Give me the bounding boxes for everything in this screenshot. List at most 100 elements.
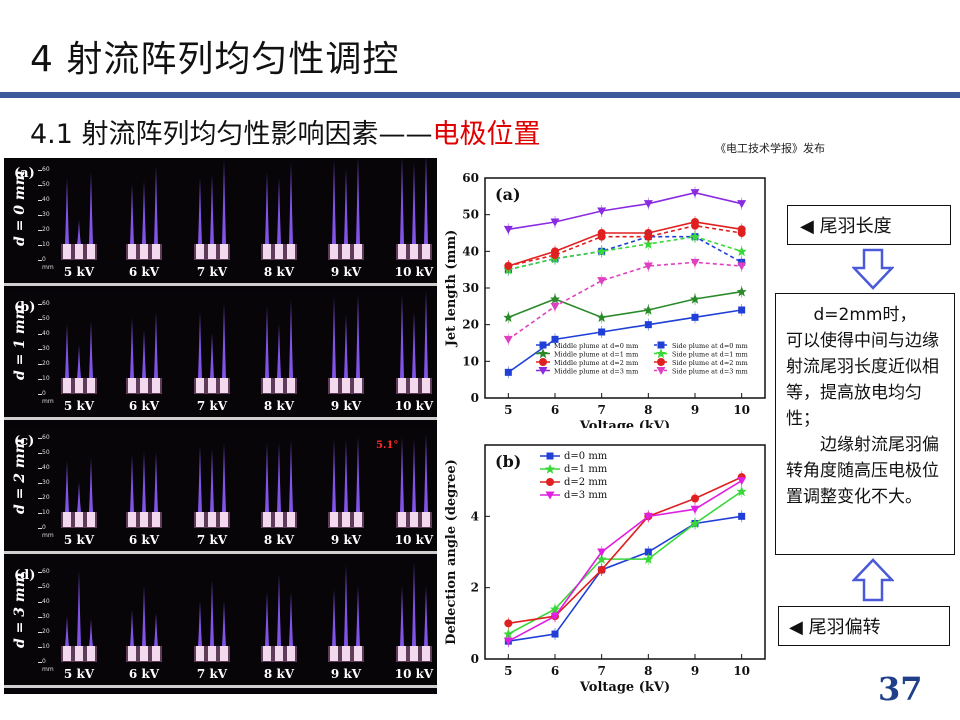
plasma-jet [289,592,293,646]
glass-tube [196,378,204,393]
data-point [643,262,653,271]
x-tick-label: 6 [551,403,559,417]
glass-tube [220,244,228,259]
page-number: 37 [878,670,923,708]
data-point [597,565,606,574]
ruler-tick-label: 0 [42,390,46,397]
glass-tube [354,378,362,393]
plasma-jet [65,461,69,512]
plasma-jet [400,437,404,512]
plasma-jet-group [126,312,162,394]
glass-tube [330,646,338,661]
source-note: 《电工技术学报》发布 [715,142,825,155]
glass-tube [410,244,418,259]
legend-marker [546,452,554,460]
plasma-jet [89,321,93,378]
plasma-jet [332,297,336,378]
legend-label: Middle plume at d=0 mm [554,342,638,350]
y-axis-label: Deflection angle (degree) [444,459,459,645]
ruler-tick-label: 0 [42,524,46,531]
photo-row-d-label: d = 3 mm [12,572,28,648]
plasma-jet [344,169,348,244]
glass-tube [196,646,204,661]
voltage-label: 5 kV [63,265,95,279]
plasma-jet [65,324,69,378]
data-point [503,225,513,234]
legend-marker [657,358,665,366]
plasma-jet [356,437,360,512]
ruler-unit: mm [42,666,54,673]
glass-tube [263,244,271,259]
voltage-label: 7 kV [196,399,228,413]
subtitle-main: 4.1 射流阵列均匀性影响因素—— [30,119,433,150]
data-point [691,313,699,321]
glass-tube [152,244,160,259]
plasma-jet [77,220,81,244]
plasma-jet-group [194,580,230,662]
x-tick-label: 7 [597,403,605,417]
plasma-jet [277,574,281,646]
plasma-jet-group [261,163,297,260]
plasma-jet [210,580,214,646]
glass-tube [275,378,283,393]
ruler-tick-label: 60 [42,568,50,575]
glass-tube [63,244,71,259]
glass-tube [398,646,406,661]
plasma-jet [265,592,269,646]
voltage-label: 9 kV [330,265,362,279]
down-arrow-icon [852,248,894,290]
data-point [550,302,560,311]
data-point [690,294,700,304]
x-axis-label: Voltage (kV) [579,419,670,428]
data-point [597,207,607,216]
data-point [597,277,607,286]
plasma-jet [198,446,202,512]
data-point [596,554,607,564]
plasma-jet [65,616,69,646]
plasma-jet-group [261,300,297,394]
description-line-2: 可以使得中间与边缘射流尾羽长度近似相等，提高放电均匀性； [786,331,939,429]
plasma-jet [356,158,360,244]
photo-row-d-label: d = 0 mm [12,170,28,246]
series-line [508,235,742,271]
glass-tube [410,646,418,661]
glass-tube [275,512,283,527]
y-tick-label: 10 [462,354,479,368]
series-line [508,515,742,642]
legend-marker [656,348,666,359]
plasma-jet [412,440,416,512]
plasma-jet [77,482,81,512]
data-point [643,512,653,521]
ruler-tick-label: 10 [42,643,50,650]
y-tick-label: 2 [471,581,479,595]
series-line [508,191,742,231]
data-point [503,312,514,323]
legend-marker [657,341,665,349]
glass-tube [140,378,148,393]
tail-length-label: 尾羽长度 [819,216,892,237]
glass-tube [410,512,418,527]
plasma-jet [277,178,281,244]
glass-tube [410,378,418,393]
glass-tube [75,646,83,661]
plasma-jet [89,172,93,244]
plasma-jet [198,601,202,646]
data-point [644,548,652,556]
glass-tube [87,646,95,661]
photo-panel-label: (a) [14,166,35,181]
ruler-tick-label: 60 [42,300,50,307]
description-box: d=2mm时， 可以使得中间与边缘射流尾羽长度近似相等，提高放电均匀性； 边缘射… [775,293,955,555]
voltage-label: 6 kV [128,399,160,413]
x-tick-label: 9 [691,403,699,417]
glass-tube [128,244,136,259]
plasma-jet [400,586,404,646]
glass-tube [342,512,350,527]
ruler-tick-label: 50 [42,181,50,188]
title-rule [0,92,960,98]
glass-tube [152,646,160,661]
data-point [596,312,607,323]
plasma-jet [332,160,336,244]
ruler-tick-label: 50 [42,449,50,456]
photo-panel-label: (c) [14,434,35,449]
data-point [504,368,512,376]
